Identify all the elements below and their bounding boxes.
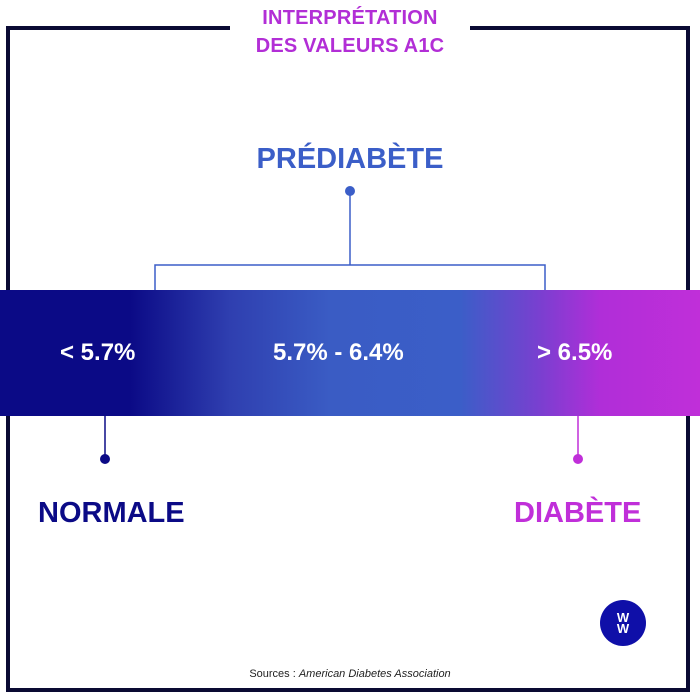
source-prefix: Sources :	[249, 668, 299, 680]
normal-label: NORMALE	[38, 497, 185, 529]
prediabetes-label: PRÉDIABÈTE	[256, 143, 444, 175]
title-line-1: INTERPRÉTATION	[262, 7, 438, 29]
source-name: American Diabetes Association	[298, 668, 451, 680]
normal-range-value: < 5.7%	[60, 339, 136, 366]
ww-logo: W W	[600, 600, 646, 646]
prediabetes-range-value: 5.7% - 6.4%	[273, 339, 404, 366]
diabetes-range-value: > 6.5%	[537, 339, 613, 366]
title-line-2: DES VALEURS A1C	[255, 35, 445, 57]
diagram-title: INTERPRÉTATION DES VALEURS A1C	[230, 4, 470, 60]
logo-letter-top: W	[616, 610, 630, 625]
source-citation: Sources : American Diabetes Association	[0, 666, 700, 682]
diabetes-label: DIABÈTE	[514, 497, 642, 529]
a1c-gradient-band	[0, 290, 700, 416]
logo-letter-bottom: W	[616, 621, 630, 636]
